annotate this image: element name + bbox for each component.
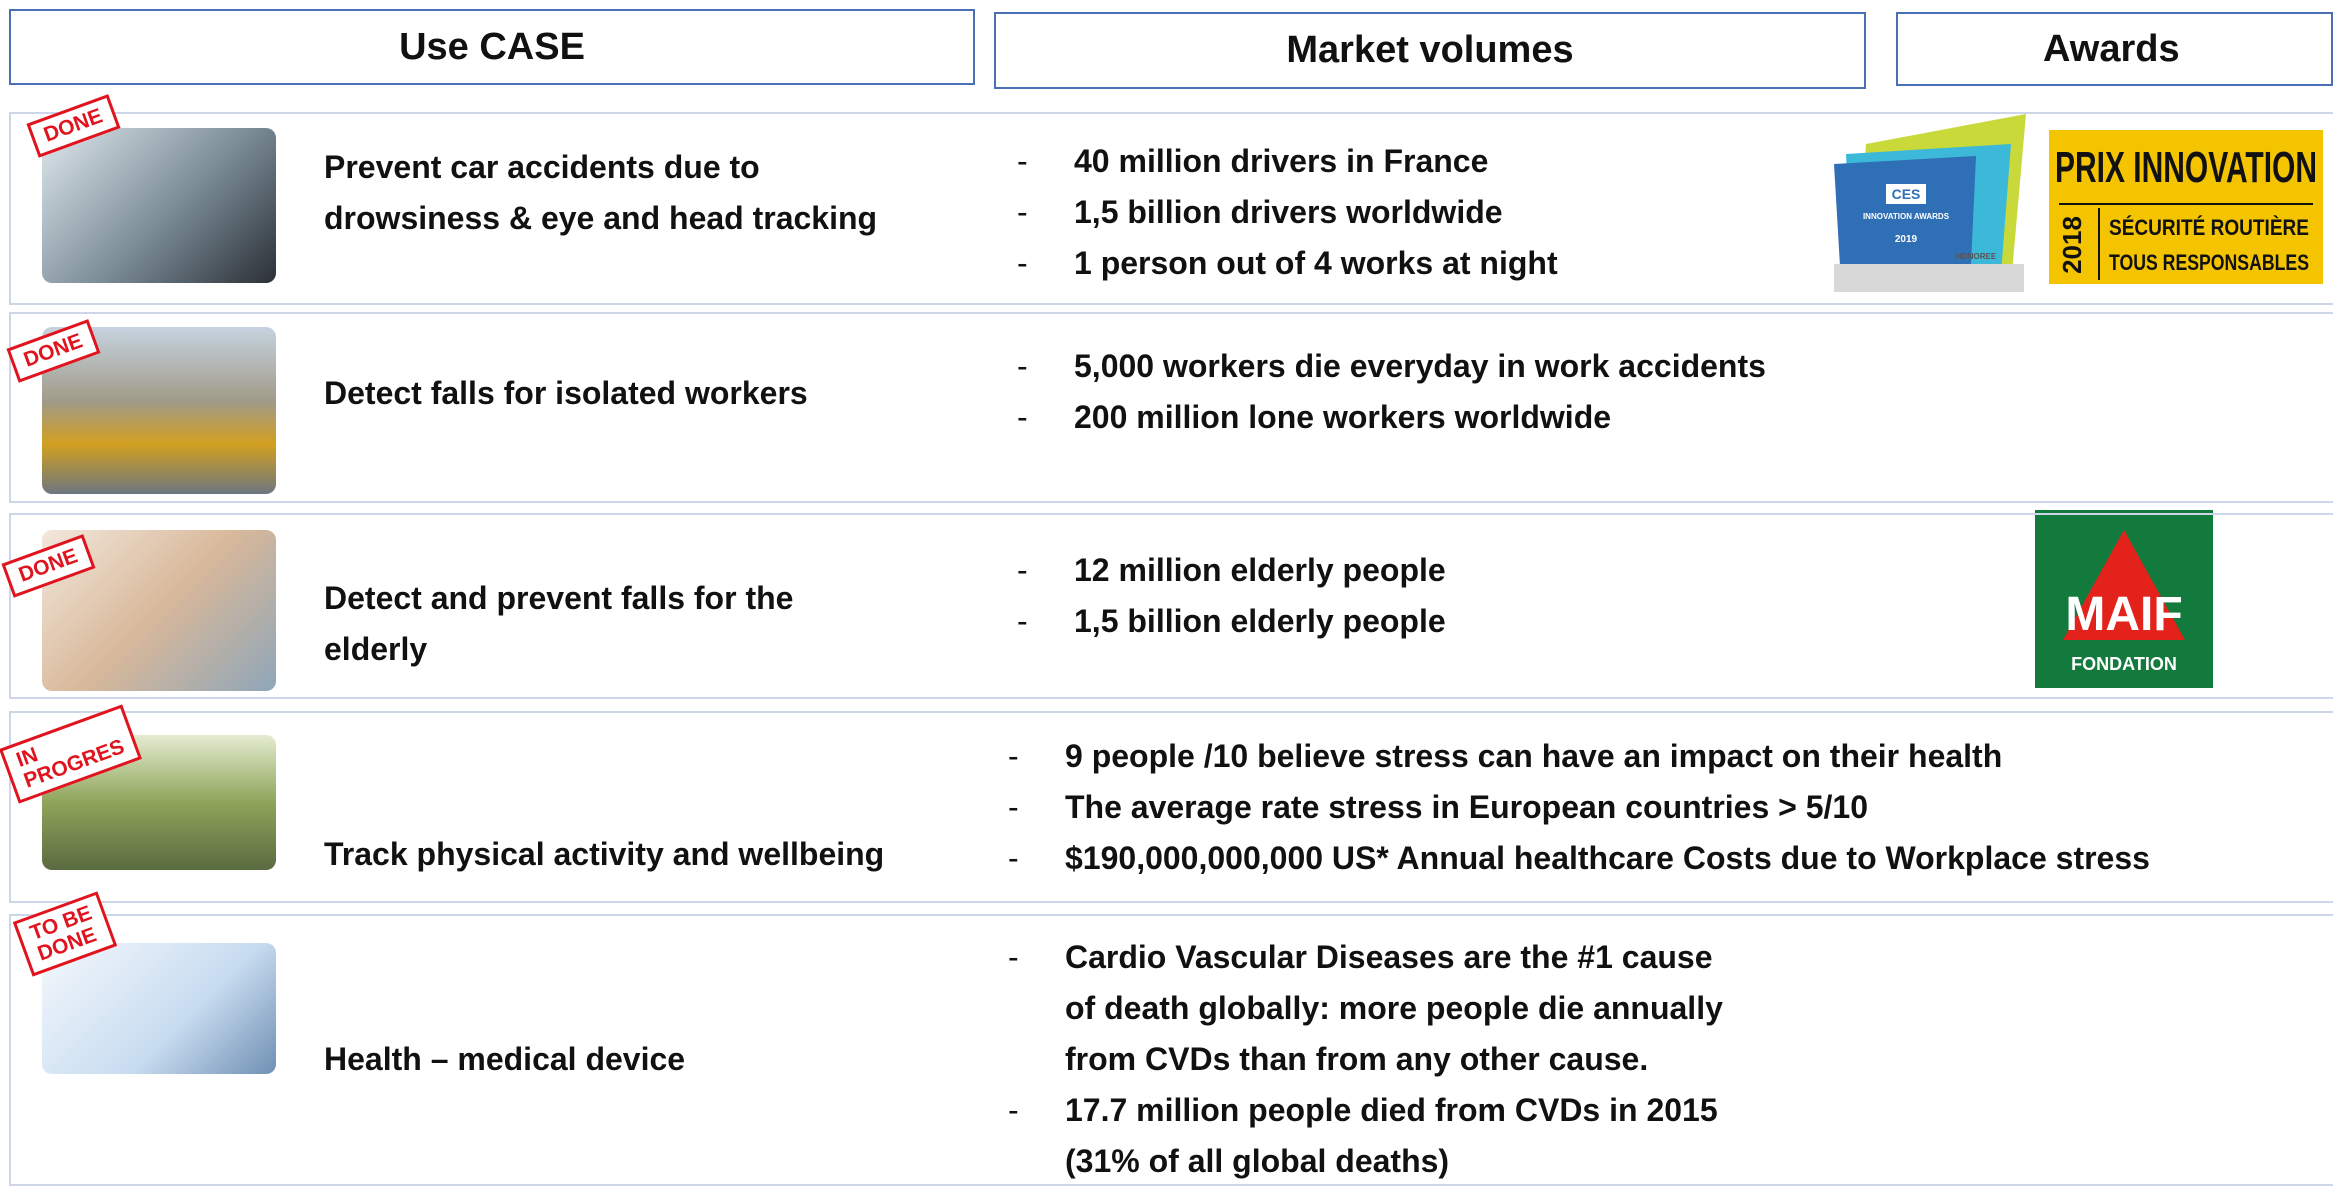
market-bullet: 1 person out of 4 works at night [1074, 238, 1558, 289]
use-case-text: Detect falls for isolated workers [324, 368, 808, 419]
slide: Use CASE Market volumes Awards CES INNOV… [0, 0, 2333, 1184]
use-case-text: Detect and prevent falls for the [324, 573, 793, 624]
market-bullet: 1,5 billion drivers worldwide [1074, 187, 1503, 238]
market-bullet: Cardio Vascular Diseases are the #1 caus… [1065, 932, 1713, 983]
market-bullet: 17.7 million people died from CVDs in 20… [1065, 1085, 1718, 1136]
market-bullet: 5,000 workers die everyday in work accid… [1074, 341, 1766, 392]
market-bullet: 9 people /10 believe stress can have an … [1065, 731, 2002, 782]
market-bullet: 40 million drivers in France [1074, 136, 1488, 187]
header-cell: Market volumes [994, 12, 1866, 89]
use-case-text: Prevent car accidents due to [324, 142, 760, 193]
market-bullet: 1,5 billion elderly people [1074, 596, 1446, 647]
market-bullet: from CVDs than from any other cause. [1065, 1034, 1648, 1085]
use-case-text: Track physical activity and wellbeing [324, 829, 884, 880]
use-case-text: elderly [324, 624, 427, 675]
use-case-text: drowsiness & eye and head tracking [324, 193, 877, 244]
market-bullet: $190,000,000,000 US* Annual healthcare C… [1065, 833, 2150, 884]
use-case-photo [42, 128, 276, 283]
market-bullet: of death globally: more people die annua… [1065, 983, 1723, 1034]
market-bullet: 12 million elderly people [1074, 545, 1446, 596]
header-cell: Awards [1896, 12, 2333, 86]
use-case-photo [42, 943, 276, 1074]
market-bullet: (31% of all global deaths) [1065, 1136, 1449, 1187]
market-bullet: 200 million lone workers worldwide [1074, 392, 1611, 443]
use-case-text: Health – medical device [324, 1034, 685, 1085]
header-cell: Use CASE [9, 9, 975, 85]
market-bullet: The average rate stress in European coun… [1065, 782, 1868, 833]
